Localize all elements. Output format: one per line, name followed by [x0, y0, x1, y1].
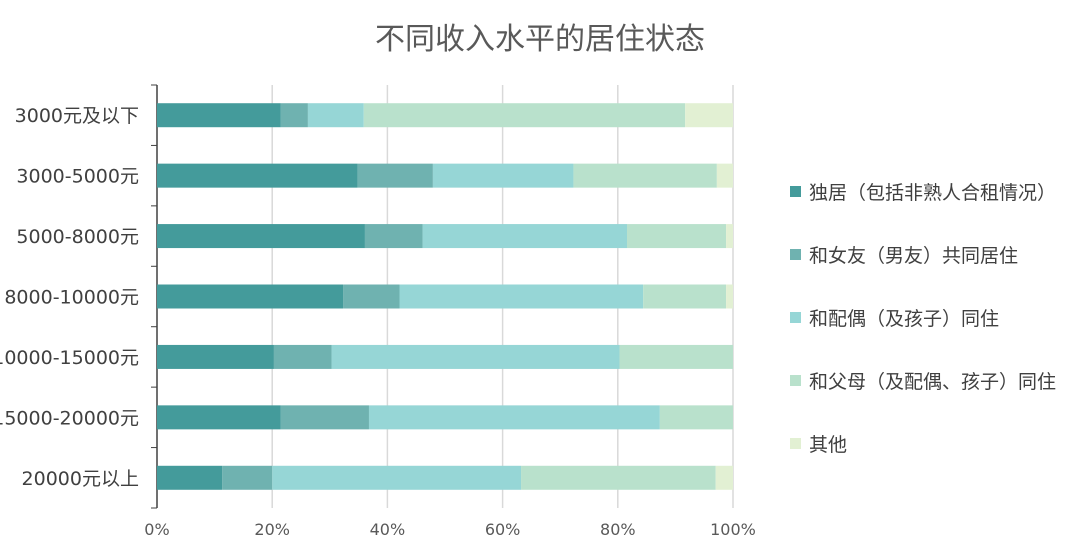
bar-segment	[716, 163, 733, 188]
bar-segment	[399, 284, 644, 309]
legend: 独居（包括非熟人合租情况） 和女友（男友）共同居住 和配偶（及孩子）同住和父母（及配…	[790, 180, 1056, 495]
y-tick-label: 20000元以上	[22, 468, 139, 490]
y-tick-label: 3000元及以下	[15, 105, 139, 127]
legend-label: 独居（包括非熟人合租情况）	[809, 182, 1057, 204]
bar-segment	[157, 465, 223, 490]
y-tick-label: 8000-10000元	[4, 287, 139, 309]
legend-swatch	[790, 375, 801, 386]
y-tick-label: 5000-8000元	[16, 226, 139, 248]
x-tick-label: 20%	[254, 520, 290, 539]
x-tick-label: 0%	[144, 520, 169, 539]
bar-segment	[157, 405, 281, 430]
bar-segment	[157, 103, 281, 128]
bar-segment	[222, 465, 273, 490]
chart-title: 不同收入水平的居住状态	[375, 22, 705, 57]
bar-segment	[272, 465, 522, 490]
bar-segment	[280, 103, 308, 128]
bar-segment	[157, 284, 344, 309]
x-tick-label: 40%	[370, 520, 406, 539]
bar-segment	[627, 224, 727, 249]
legend-label: 和女友（男友）共同居住	[809, 245, 1019, 267]
legend-swatch	[790, 186, 801, 197]
bar-segment	[157, 163, 358, 188]
bar-segment	[280, 405, 369, 430]
legend-label: 和配偶（及孩子）同住	[809, 308, 1000, 330]
legend-label: 其他	[809, 434, 848, 456]
legend-item: 和配偶（及孩子）同住	[790, 306, 1056, 330]
legend-item: 和父母（及配偶、孩子）同住	[790, 369, 1057, 393]
bar-segment	[368, 405, 660, 430]
x-tick-label: 100%	[710, 520, 756, 539]
legend-swatch	[790, 312, 801, 323]
legend-item: 独居（包括非熟人合租情况）	[790, 180, 1057, 204]
bar-segment	[343, 284, 400, 309]
y-tick-label: 10000-15000元	[0, 347, 139, 369]
x-tick-label: 60%	[485, 520, 521, 539]
bar-segment	[331, 344, 620, 369]
legend-item: 和女友（男友）共同居住	[790, 243, 1056, 267]
bar-segment	[726, 224, 733, 249]
bar-segment	[157, 224, 365, 249]
bar-segment	[715, 465, 733, 490]
bar-segment	[307, 103, 364, 128]
y-tick-label: 15000-20000元	[0, 407, 139, 429]
y-tick-label: 3000-5000元	[16, 166, 139, 188]
bar-segment	[659, 405, 733, 430]
bar-segment	[157, 344, 274, 369]
legend-item: 其他	[790, 432, 1056, 456]
bar-segment	[357, 163, 433, 188]
bar-segment	[643, 284, 727, 309]
legend-label: 和父母（及配偶、孩子）同住	[809, 371, 1057, 393]
bar-segment	[363, 103, 686, 128]
bar-segment	[364, 224, 423, 249]
legend-swatch	[790, 249, 801, 260]
x-tick-label: 80%	[600, 520, 636, 539]
bar-segment	[422, 224, 628, 249]
bar-segment	[685, 103, 733, 128]
bar-segment	[521, 465, 716, 490]
bar-segment	[273, 344, 332, 369]
legend-swatch	[790, 438, 801, 449]
bar-segment	[619, 344, 733, 369]
bar-segment	[726, 284, 733, 309]
bar-segment	[573, 163, 717, 188]
bar-segment	[432, 163, 574, 188]
